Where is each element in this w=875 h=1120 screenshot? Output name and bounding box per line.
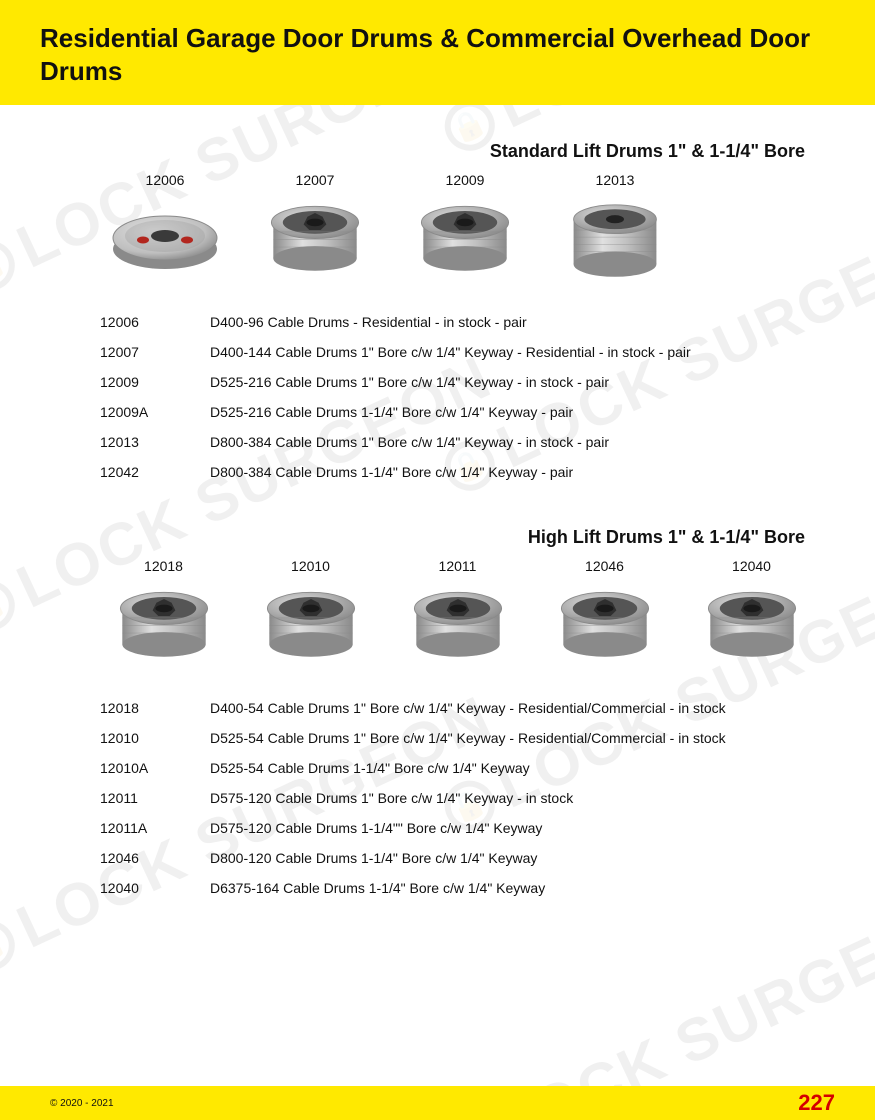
drum-icon — [105, 194, 225, 289]
drum-icon — [398, 580, 518, 675]
spec-description: D400-54 Cable Drums 1" Bore c/w 1/4" Key… — [210, 700, 815, 716]
drum-image-item: 12011 — [394, 558, 521, 675]
drum-image-code: 12006 — [146, 172, 185, 188]
drum-icon — [255, 194, 375, 289]
drum-image-item: 12009 — [400, 172, 530, 289]
drum-icon — [555, 194, 675, 289]
spec-description: D525-54 Cable Drums 1-1/4" Bore c/w 1/4"… — [210, 760, 815, 776]
spec-code: 12009A — [100, 404, 210, 420]
spec-description: D525-54 Cable Drums 1" Bore c/w 1/4" Key… — [210, 730, 815, 746]
spec-row: 12013D800-384 Cable Drums 1" Bore c/w 1/… — [100, 427, 815, 457]
spec-row: 12007D400-144 Cable Drums 1" Bore c/w 1/… — [100, 337, 815, 367]
footer-bar: © 2020 - 2021 227 — [0, 1086, 875, 1120]
drum-image-item: 12007 — [250, 172, 380, 289]
spec-row: 12010D525-54 Cable Drums 1" Bore c/w 1/4… — [100, 723, 815, 753]
drum-image-item: 12018 — [100, 558, 227, 675]
spec-description: D525-216 Cable Drums 1-1/4" Bore c/w 1/4… — [210, 404, 815, 420]
spec-description: D525-216 Cable Drums 1" Bore c/w 1/4" Ke… — [210, 374, 815, 390]
drum-image-code: 12046 — [585, 558, 624, 574]
spec-description: D800-384 Cable Drums 1-1/4" Bore c/w 1/4… — [210, 464, 815, 480]
spec-code: 12010 — [100, 730, 210, 746]
drum-image-item: 12006 — [100, 172, 230, 289]
spec-row: 12046D800-120 Cable Drums 1-1/4" Bore c/… — [100, 843, 815, 873]
drum-image-code: 12011 — [439, 558, 477, 574]
spec-row: 12006D400-96 Cable Drums - Residential -… — [100, 307, 815, 337]
spec-code: 12040 — [100, 880, 210, 896]
section1-spec-table: 12006D400-96 Cable Drums - Residential -… — [100, 307, 815, 487]
spec-code: 12018 — [100, 700, 210, 716]
spec-code: 12006 — [100, 314, 210, 330]
spec-code: 12042 — [100, 464, 210, 480]
page-number: 227 — [798, 1090, 835, 1116]
spec-description: D800-384 Cable Drums 1" Bore c/w 1/4" Ke… — [210, 434, 815, 450]
drum-image-code: 12018 — [144, 558, 183, 574]
spec-code: 12046 — [100, 850, 210, 866]
spec-row: 12010AD525-54 Cable Drums 1-1/4" Bore c/… — [100, 753, 815, 783]
page: Residential Garage Door Drums & Commerci… — [0, 0, 875, 1120]
section1-title: Standard Lift Drums 1" & 1-1/4" Bore — [60, 141, 805, 162]
drum-image-item: 12013 — [550, 172, 680, 289]
spec-code: 12013 — [100, 434, 210, 450]
spec-row: 12018D400-54 Cable Drums 1" Bore c/w 1/4… — [100, 693, 815, 723]
drum-image-code: 12013 — [596, 172, 635, 188]
section2-spec-table: 12018D400-54 Cable Drums 1" Bore c/w 1/4… — [100, 693, 815, 903]
copyright-text: © 2020 - 2021 — [50, 1098, 114, 1109]
spec-row: 12040D6375-164 Cable Drums 1-1/4" Bore c… — [100, 873, 815, 903]
drum-image-code: 12040 — [732, 558, 771, 574]
spec-code: 12011 — [100, 790, 210, 806]
content: Standard Lift Drums 1" & 1-1/4" Bore 120… — [0, 105, 875, 903]
section2-title: High Lift Drums 1" & 1-1/4" Bore — [60, 527, 805, 548]
drum-icon — [405, 194, 525, 289]
drum-image-item: 12046 — [541, 558, 668, 675]
spec-description: D575-120 Cable Drums 1-1/4"" Bore c/w 1/… — [210, 820, 815, 836]
spec-row: 12009D525-216 Cable Drums 1" Bore c/w 1/… — [100, 367, 815, 397]
spec-row: 12011D575-120 Cable Drums 1" Bore c/w 1/… — [100, 783, 815, 813]
spec-description: D575-120 Cable Drums 1" Bore c/w 1/4" Ke… — [210, 790, 815, 806]
spec-row: 12042D800-384 Cable Drums 1-1/4" Bore c/… — [100, 457, 815, 487]
spec-row: 12011AD575-120 Cable Drums 1-1/4"" Bore … — [100, 813, 815, 843]
drum-icon — [692, 580, 812, 675]
drum-icon — [251, 580, 371, 675]
page-title: Residential Garage Door Drums & Commerci… — [40, 22, 835, 87]
spec-description: D400-144 Cable Drums 1" Bore c/w 1/4" Ke… — [210, 344, 815, 360]
drum-image-code: 12009 — [446, 172, 485, 188]
drum-image-item: 12010 — [247, 558, 374, 675]
spec-description: D6375-164 Cable Drums 1-1/4" Bore c/w 1/… — [210, 880, 815, 896]
spec-row: 12009AD525-216 Cable Drums 1-1/4" Bore c… — [100, 397, 815, 427]
drum-image-code: 12010 — [291, 558, 330, 574]
drum-image-item: 12040 — [688, 558, 815, 675]
spec-code: 12010A — [100, 760, 210, 776]
spec-description: D400-96 Cable Drums - Residential - in s… — [210, 314, 815, 330]
drum-image-code: 12007 — [296, 172, 335, 188]
drum-icon — [545, 580, 665, 675]
drum-icon — [104, 580, 224, 675]
section1-image-row: 12006 12007 — [100, 172, 815, 289]
section2-image-row: 12018 12010 — [100, 558, 815, 675]
header-bar: Residential Garage Door Drums & Commerci… — [0, 0, 875, 105]
spec-code: 12007 — [100, 344, 210, 360]
spec-description: D800-120 Cable Drums 1-1/4" Bore c/w 1/4… — [210, 850, 815, 866]
spec-code: 12009 — [100, 374, 210, 390]
spec-code: 12011A — [100, 820, 210, 836]
